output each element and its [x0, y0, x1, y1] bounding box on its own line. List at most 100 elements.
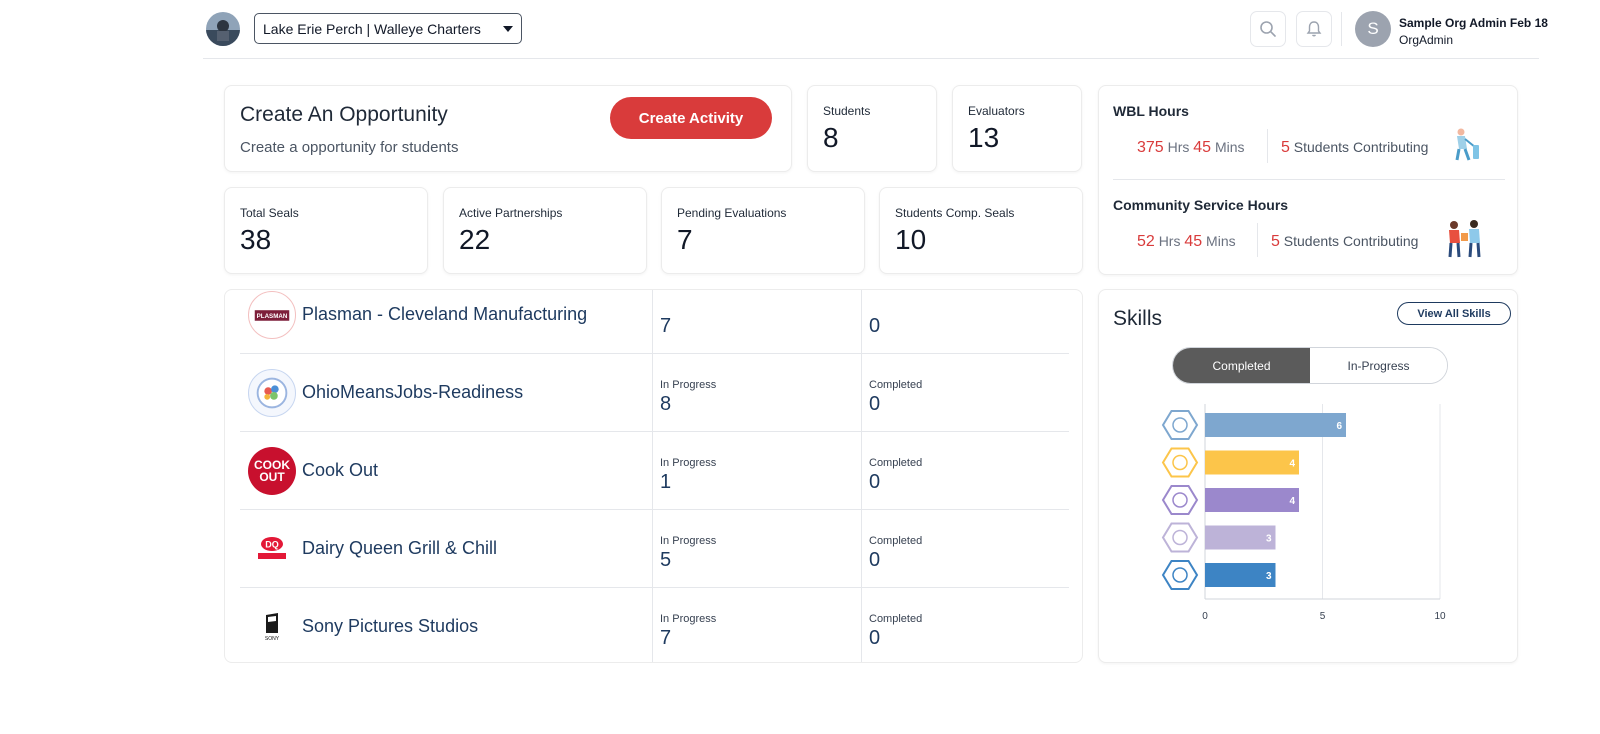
partner-name[interactable]: Cook Out: [302, 460, 379, 480]
completed-value: 0: [869, 627, 881, 649]
column-divider: [652, 290, 653, 354]
bar-value-label: 4: [1289, 496, 1295, 507]
org-selector-label: Lake Erie Perch | Walleye Charters: [263, 20, 481, 37]
in-progress-label: In Progress: [660, 535, 717, 547]
community-hours-value: 52 Hrs 45 Mins: [1137, 233, 1236, 250]
completed-label: Completed: [869, 535, 923, 547]
stat-label: Pending Evaluations: [677, 206, 787, 220]
completed-label: Completed: [869, 379, 923, 391]
plasman-logo: PLASMAN: [248, 291, 296, 339]
in-progress-label: In Progress: [660, 613, 717, 625]
community-students-contributing: 5 Students Contributing: [1271, 233, 1419, 250]
user-role: OrgAdmin: [1399, 33, 1454, 47]
wbl-students-contributing: 5 Students Contributing: [1281, 139, 1429, 156]
partner-row[interactable]: SONY Sony Pictures Studios In Progress 7…: [240, 588, 1069, 662]
create-activity-button[interactable]: Create Activity: [610, 97, 772, 139]
bar: [1205, 450, 1299, 475]
skills-card: Skills View All Skills Completed In-Prog…: [1098, 289, 1518, 663]
stat-value: 38: [240, 224, 272, 255]
user-avatar[interactable]: S: [1355, 11, 1391, 47]
stat-card-active-partnerships[interactable]: Active Partnerships 22: [443, 187, 647, 274]
skill-badge-inner-icon: [1172, 454, 1188, 471]
column-divider: [652, 510, 653, 588]
stat-card-pending-evaluations[interactable]: Pending Evaluations 7: [661, 187, 865, 274]
column-divider: [652, 588, 653, 662]
wbl-hours-title: WBL Hours: [1113, 103, 1189, 119]
stat-card-students[interactable]: Students 8: [807, 85, 937, 172]
partner-name[interactable]: Dairy Queen Grill & Chill: [302, 538, 498, 558]
in-progress-label: In Progress: [660, 379, 717, 391]
skill-badge-icon: [1161, 522, 1199, 553]
completed-label: Completed: [869, 457, 923, 469]
partner-row[interactable]: COOK OUT Cook Out In Progress 1 Complete…: [240, 432, 1069, 510]
completed-value: 0: [869, 549, 881, 571]
skills-bar-chart: 0 5 10 6 4 4 3 3: [1161, 404, 1446, 622]
partner-row[interactable]: OhioMeansJobs-Readiness In Progress 8 Co…: [240, 354, 1069, 432]
skill-badge-icon: [1161, 485, 1199, 515]
svg-text:SONY: SONY: [265, 636, 280, 642]
stat-card-evaluators[interactable]: Evaluators 13: [952, 85, 1082, 172]
dairy-queen-logo: DQ: [248, 525, 296, 573]
skill-badge-inner-icon: [1172, 567, 1188, 583]
divider: [1257, 223, 1258, 257]
cook-out-logo: COOK OUT: [248, 447, 296, 495]
completed-value: 0: [869, 393, 881, 415]
tab-completed[interactable]: Completed: [1173, 348, 1310, 383]
skill-badge-inner-icon: [1172, 492, 1188, 508]
bar-value-label: 3: [1266, 571, 1272, 582]
in-progress-value: 7: [660, 627, 672, 649]
wbl-hours-value: 375 Hrs 45 Mins: [1137, 139, 1245, 156]
x-tick-label: 5: [1320, 611, 1326, 622]
notifications-button[interactable]: [1296, 11, 1332, 47]
column-divider: [861, 290, 862, 354]
bar: [1205, 488, 1299, 512]
stat-value: 7: [677, 224, 693, 255]
svg-text:OUT: OUT: [259, 470, 285, 484]
stat-label: Total Seals: [240, 206, 299, 220]
skills-toggle: Completed In-Progress: [1172, 347, 1448, 384]
completed-value: 0: [869, 471, 881, 493]
partner-name[interactable]: Sony Pictures Studios: [302, 616, 479, 636]
search-icon: [1260, 21, 1276, 37]
stat-card-students-comp-seals[interactable]: Students Comp. Seals 10: [879, 187, 1083, 274]
stat-label: Students Comp. Seals: [895, 206, 1015, 220]
in-progress-value: 1: [660, 471, 672, 493]
stat-value: 8: [823, 122, 839, 153]
x-tick-label: 10: [1434, 611, 1446, 622]
tab-in-progress[interactable]: In-Progress: [1310, 348, 1447, 383]
hours-divider: [1113, 179, 1505, 180]
hours-card: WBL Hours 375 Hrs 45 Mins 5 Students Con…: [1098, 85, 1518, 275]
completed-value: 0: [869, 315, 881, 337]
in-progress-value: 5: [660, 549, 672, 571]
stat-card-total-seals[interactable]: Total Seals 38: [224, 187, 428, 274]
partner-row[interactable]: DQ Dairy Queen Grill & Chill In Progress…: [240, 510, 1069, 588]
user-name[interactable]: Sample Org Admin Feb 18: [1399, 16, 1548, 30]
skill-badge-inner-icon: [1172, 417, 1188, 433]
partner-list[interactable]: PLASMAN Plasman - Cleveland Manufacturin…: [224, 289, 1083, 663]
x-tick-label: 0: [1202, 611, 1208, 622]
search-button[interactable]: [1250, 11, 1286, 47]
skill-badge-icon: [1161, 447, 1199, 478]
stat-value: 13: [968, 122, 1000, 153]
svg-text:DQ: DQ: [265, 540, 279, 550]
column-divider: [861, 588, 862, 662]
partner-name[interactable]: Plasman - Cleveland Manufacturing: [302, 304, 588, 324]
bell-icon: [1306, 21, 1322, 37]
ohiomeansjobs-logo: [248, 369, 296, 417]
partner-row[interactable]: PLASMAN Plasman - Cleveland Manufacturin…: [240, 290, 1069, 354]
org-avatar[interactable]: [206, 12, 240, 46]
svg-text:COOK: COOK: [254, 458, 290, 472]
in-progress-label: In Progress: [660, 457, 717, 469]
column-divider: [652, 354, 653, 432]
org-selector-dropdown[interactable]: Lake Erie Perch | Walleye Charters: [254, 13, 522, 44]
partner-name[interactable]: OhioMeansJobs-Readiness: [302, 382, 524, 402]
column-divider: [652, 432, 653, 510]
in-progress-value: 7: [660, 315, 672, 337]
view-all-skills-button[interactable]: View All Skills: [1397, 302, 1511, 325]
stat-value: 10: [895, 224, 927, 255]
stat-label: Students: [823, 104, 871, 118]
skill-badge-icon: [1161, 560, 1199, 590]
header-divider: [1341, 12, 1342, 46]
bar: [1205, 413, 1346, 437]
divider: [1267, 129, 1268, 163]
